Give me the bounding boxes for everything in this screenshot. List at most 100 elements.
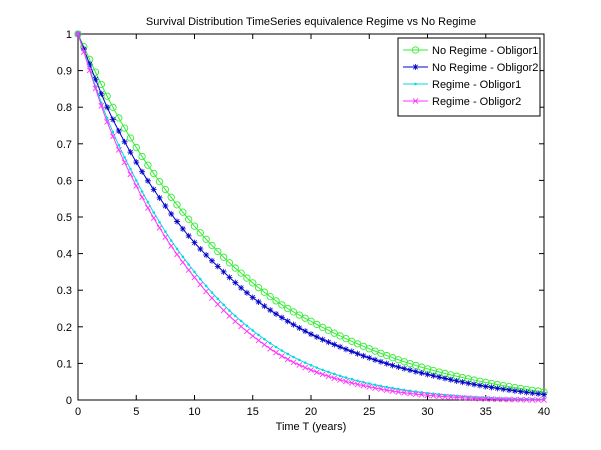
data-point [267,307,274,314]
data-point [144,161,152,169]
data-point [348,380,355,386]
data-point [156,194,163,201]
data-point [268,341,272,345]
data-point [432,392,435,396]
data-point [342,335,350,343]
data-point [228,309,231,312]
data-point [412,391,419,398]
data-point [442,393,448,400]
data-point [319,371,326,378]
data-point [459,379,466,386]
data-point [377,386,384,393]
data-point [407,367,414,374]
data-point [139,194,145,201]
data-point [395,389,402,395]
data-point [267,345,274,352]
data-point [179,259,186,266]
data-point [517,396,524,403]
data-point [104,104,111,111]
data-point [232,318,239,325]
data-point [441,375,448,382]
data-point [254,283,263,292]
data-point [488,396,495,403]
x-tick-label: 35 [480,406,492,418]
x-tick-label: 25 [363,406,375,418]
data-point [418,369,425,376]
data-point [366,383,373,390]
data-point [296,362,303,368]
x-tick-label: 5 [133,406,139,418]
data-point [238,323,245,330]
data-point [86,61,93,68]
y-tick-label: 0.2 [57,322,72,334]
data-point [109,116,116,123]
data-point [134,179,138,182]
data-point [337,376,344,383]
data-point [331,341,338,348]
data-point [471,395,478,402]
data-point [523,396,530,403]
data-point [181,255,185,259]
x-tick-label: 0 [75,406,81,418]
data-point [266,292,274,301]
legend-label: Regime - Obligor1 [432,79,521,91]
data-point [424,371,431,378]
data-point [103,92,111,100]
x-tick-label: 15 [247,406,259,418]
data-point [348,348,355,355]
data-point [150,215,157,221]
data-point [280,349,284,352]
data-point [383,360,390,367]
data-point [494,385,501,392]
data-point [321,368,324,372]
data-point [164,230,167,233]
data-point [204,284,208,288]
data-point [104,118,111,125]
data-point [214,263,221,270]
data-point [453,394,460,401]
data-point [219,253,228,261]
data-point [162,203,169,210]
data-point [436,374,443,381]
legend-item: No Regime - Obligor2 [403,62,538,74]
data-point [257,333,260,337]
y-tick-label: 1 [66,29,72,41]
data-point [146,200,150,204]
data-point [383,387,390,394]
data-point [414,390,418,393]
data-point [273,349,279,356]
data-point [430,392,437,399]
data-point [344,376,348,379]
data-point [517,388,524,395]
legend-marker [414,82,417,86]
data-point [511,387,518,394]
data-point [343,378,349,385]
data-point [278,353,285,359]
data-point [476,382,483,389]
data-point [199,277,202,281]
data-point [156,224,163,231]
data-point [220,307,227,314]
data-point [426,391,429,395]
data-point [150,169,158,178]
data-point [132,143,140,152]
data-point [238,284,245,291]
x-tick-label: 30 [421,406,433,418]
data-point [140,190,144,193]
data-point [255,298,262,305]
data-point [298,358,301,362]
x-axis-label: Time T (years) [276,421,347,433]
data-point [174,218,181,225]
data-point [179,225,186,232]
data-point [185,232,192,239]
data-point [302,328,309,335]
data-point [92,85,99,92]
data-point [301,314,309,322]
data-point [155,177,164,186]
data-point [482,395,489,402]
data-point [336,332,344,340]
data-point [190,222,199,230]
data-point [245,324,249,328]
legend-label: Regime - Obligor2 [432,96,521,108]
y-tick-label: 0.7 [57,139,72,151]
